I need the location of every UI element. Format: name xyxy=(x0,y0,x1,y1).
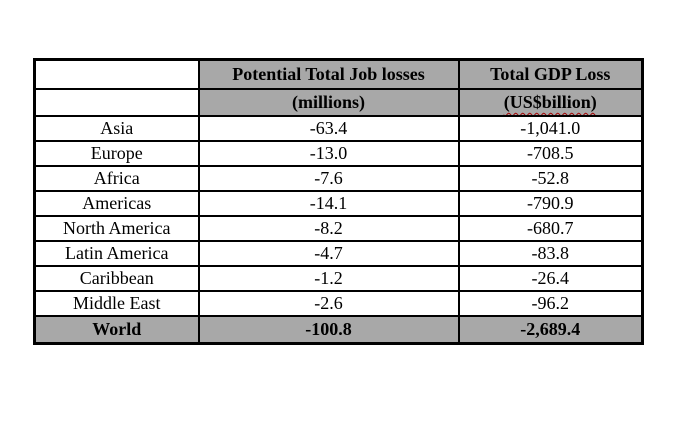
gdp-loss-total-cell: -2,689.4 xyxy=(457,315,644,345)
gdp-loss-cell: -26.4 xyxy=(457,265,644,292)
header-gdp-loss-unit: (US$billion) xyxy=(457,88,644,117)
job-losses-cell: -14.1 xyxy=(197,190,460,217)
job-gdp-loss-table: Potential Total Job losses Total GDP Los… xyxy=(33,58,644,345)
table-row-latin-america: Latin America -4.7 -83.8 xyxy=(33,240,644,267)
region-cell: Europe xyxy=(33,140,200,167)
gdp-loss-cell: -1,041.0 xyxy=(457,115,644,142)
table-row-caribbean: Caribbean -1.2 -26.4 xyxy=(33,265,644,292)
header-region-empty-cell xyxy=(33,58,200,90)
gdp-loss-cell: -96.2 xyxy=(457,290,644,317)
spellcheck-underlined-text: (US$billion) xyxy=(503,92,597,113)
job-losses-total-cell: -100.8 xyxy=(197,315,460,345)
header-job-losses-unit: (millions) xyxy=(197,88,460,117)
table-row-africa: Africa -7.6 -52.8 xyxy=(33,165,644,192)
job-losses-cell: -13.0 xyxy=(197,140,460,167)
job-losses-cell: -2.6 xyxy=(197,290,460,317)
gdp-loss-cell: -83.8 xyxy=(457,240,644,267)
job-losses-cell: -1.2 xyxy=(197,265,460,292)
table-row-asia: Asia -63.4 -1,041.0 xyxy=(33,115,644,142)
job-losses-cell: -4.7 xyxy=(197,240,460,267)
table-row-world-total: World -100.8 -2,689.4 xyxy=(33,315,644,345)
header-gdp-loss-title: Total GDP Loss xyxy=(457,58,644,90)
job-losses-cell: -8.2 xyxy=(197,215,460,242)
region-cell: Middle East xyxy=(33,290,200,317)
table-row-americas: Americas -14.1 -790.9 xyxy=(33,190,644,217)
header-job-losses-title: Potential Total Job losses xyxy=(197,58,460,90)
job-losses-cell: -7.6 xyxy=(197,165,460,192)
header-region-empty-cell-2 xyxy=(33,88,200,117)
table-row-europe: Europe -13.0 -708.5 xyxy=(33,140,644,167)
region-cell: Asia xyxy=(33,115,200,142)
region-cell: Africa xyxy=(33,165,200,192)
region-cell: Caribbean xyxy=(33,265,200,292)
header-row-units: (millions) (US$billion) xyxy=(33,88,644,117)
gdp-loss-cell: -708.5 xyxy=(457,140,644,167)
region-cell-world: World xyxy=(33,315,200,345)
region-cell: North America xyxy=(33,215,200,242)
job-losses-cell: -63.4 xyxy=(197,115,460,142)
gdp-loss-cell: -790.9 xyxy=(457,190,644,217)
table-row-north-america: North America -8.2 -680.7 xyxy=(33,215,644,242)
table-row-middle-east: Middle East -2.6 -96.2 xyxy=(33,290,644,317)
region-cell: Americas xyxy=(33,190,200,217)
gdp-loss-cell: -680.7 xyxy=(457,215,644,242)
gdp-loss-cell: -52.8 xyxy=(457,165,644,192)
region-cell: Latin America xyxy=(33,240,200,267)
header-row-titles: Potential Total Job losses Total GDP Los… xyxy=(33,58,644,90)
